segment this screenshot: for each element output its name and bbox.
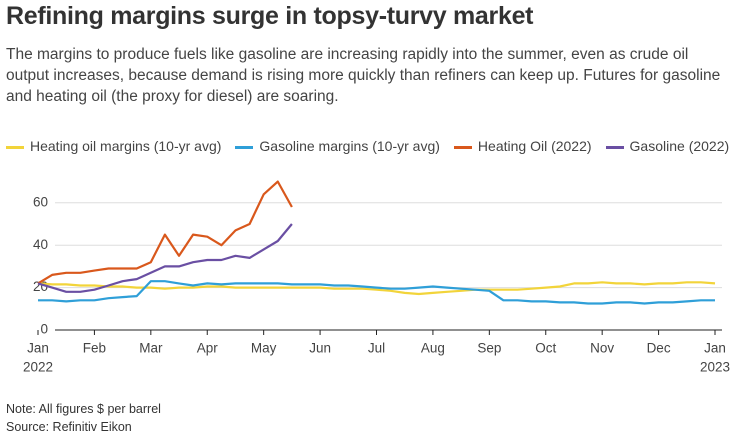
x-year-label: 2022 — [23, 360, 53, 375]
x-year-label: 2023 — [700, 360, 730, 375]
x-tick-label: Jan — [27, 341, 49, 356]
x-tick-label: Aug — [421, 341, 445, 356]
source: Source: Refinitiv Eikon — [6, 420, 132, 434]
series-line — [38, 280, 715, 305]
chart-subtitle: The margins to produce fuels like gasoli… — [6, 46, 721, 105]
x-tick-label: Apr — [197, 341, 219, 356]
legend-item: Heating oil margins (10-yr avg) — [6, 138, 221, 154]
series-line — [37, 223, 293, 293]
legend-label: Heating oil margins (10-yr avg) — [30, 138, 222, 154]
legend-swatch — [6, 145, 24, 149]
x-tick-label: Sep — [477, 341, 501, 356]
x-tick-label: Jan — [704, 341, 726, 356]
legend-swatch — [235, 145, 254, 149]
legend-label: Heating Oil (2022) — [477, 138, 592, 154]
legend: Heating oil margins (10-yr avg) Gasoline … — [6, 138, 729, 154]
x-tick-label: Jun — [309, 341, 331, 356]
legend-label: Gasoline margins (10-yr avg) — [259, 138, 440, 154]
series-line — [37, 180, 293, 285]
legend-item: Gasoline (2022) — [605, 138, 730, 154]
chart-title: Refining margins surge in topsy-turvy ma… — [6, 2, 534, 30]
x-tick-label: May — [251, 341, 277, 356]
x-tick-label: Mar — [139, 341, 163, 356]
note: Note: All figures $ per barrel — [6, 402, 161, 416]
x-tick-label: Nov — [590, 341, 614, 356]
x-tick-label: Dec — [647, 341, 671, 356]
y-tick-label: 60 — [33, 194, 48, 209]
y-tick-label: 0 — [40, 322, 48, 337]
x-tick-label: Oct — [535, 341, 556, 356]
legend-label: Gasoline (2022) — [629, 138, 730, 154]
x-tick-label: Jul — [368, 341, 385, 356]
x-tick-label: Feb — [83, 341, 106, 356]
legend-item: Gasoline margins (10-yr avg) — [235, 138, 440, 154]
y-tick-label: 40 — [33, 237, 48, 252]
series-line — [37, 281, 716, 296]
legend-swatch — [605, 145, 624, 149]
legend-swatch — [453, 145, 472, 149]
legend-item: Heating Oil (2022) — [453, 138, 592, 154]
